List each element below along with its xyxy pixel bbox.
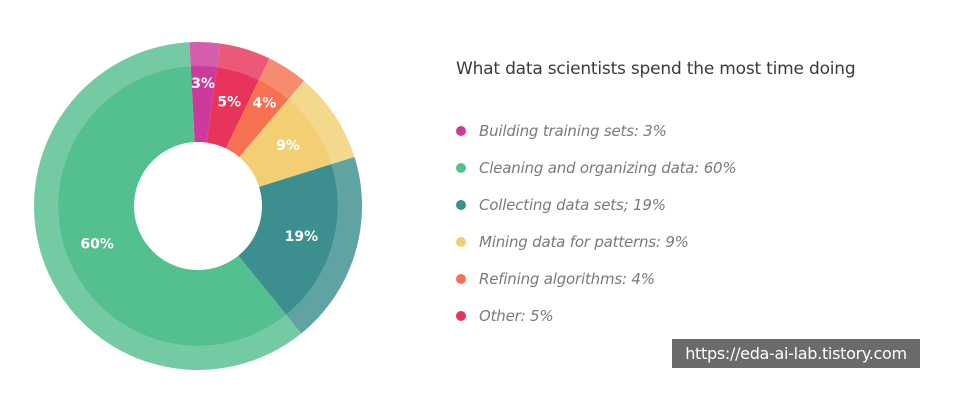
legend-label: Mining data for patterns: 9%: [479, 232, 689, 251]
legend-item: Mining data for patterns: 9%: [456, 223, 736, 260]
legend-label: Refining algorithms: 4%: [479, 269, 655, 288]
slice-value-label: 4%: [253, 96, 277, 112]
donut-slice: [190, 65, 218, 143]
donut-slice-outer: [217, 43, 270, 80]
legend-label: Other: 5%: [479, 306, 554, 325]
donut-slice-outer: [189, 42, 221, 68]
legend-label: Cleaning and organizing data: 60%: [479, 158, 737, 177]
donut-slice: [239, 99, 332, 187]
donut-slice-outer: [34, 42, 302, 370]
donut-slice: [206, 67, 259, 149]
legend-label: Collecting data sets; 19%: [479, 195, 666, 214]
donut-slice: [238, 164, 339, 315]
legend-item: Building training sets: 3%: [456, 112, 736, 149]
legend-item: Refining algorithms: 4%: [456, 260, 736, 297]
legend-dot-icon: [456, 236, 466, 247]
watermark-url: https://eda-ai-lab.tistory.com: [672, 339, 920, 368]
legend-dot-icon: [456, 125, 466, 136]
chart-legend: Building training sets: 3% Cleaning and …: [456, 112, 737, 334]
donut-slice-outer: [258, 58, 304, 100]
donut-slice-outer: [288, 80, 355, 165]
donut-slice-outer: [286, 156, 363, 334]
donut-slice: [225, 79, 289, 158]
slice-value-label: 9%: [276, 138, 300, 154]
slice-value-label: 19%: [285, 229, 319, 245]
legend-item: Other: 5%: [456, 297, 736, 334]
donut-slice: [58, 66, 287, 346]
legend-dot-icon: [456, 199, 466, 210]
chart-title: What data scientists spend the most time…: [456, 59, 856, 79]
legend-item: Cleaning and organizing data: 60%: [456, 149, 737, 186]
legend-label: Building training sets: 3%: [479, 121, 667, 140]
slice-value-label: 3%: [191, 76, 215, 92]
legend-item: Collecting data sets; 19%: [456, 186, 736, 223]
legend-dot-icon: [456, 273, 466, 284]
legend-dot-icon: [456, 162, 466, 173]
legend-dot-icon: [456, 310, 466, 321]
slice-value-label: 5%: [217, 95, 241, 111]
slice-value-label: 60%: [80, 237, 114, 253]
donut-chart: 3%5% 4% 9% 19% 60%: [34, 42, 363, 370]
